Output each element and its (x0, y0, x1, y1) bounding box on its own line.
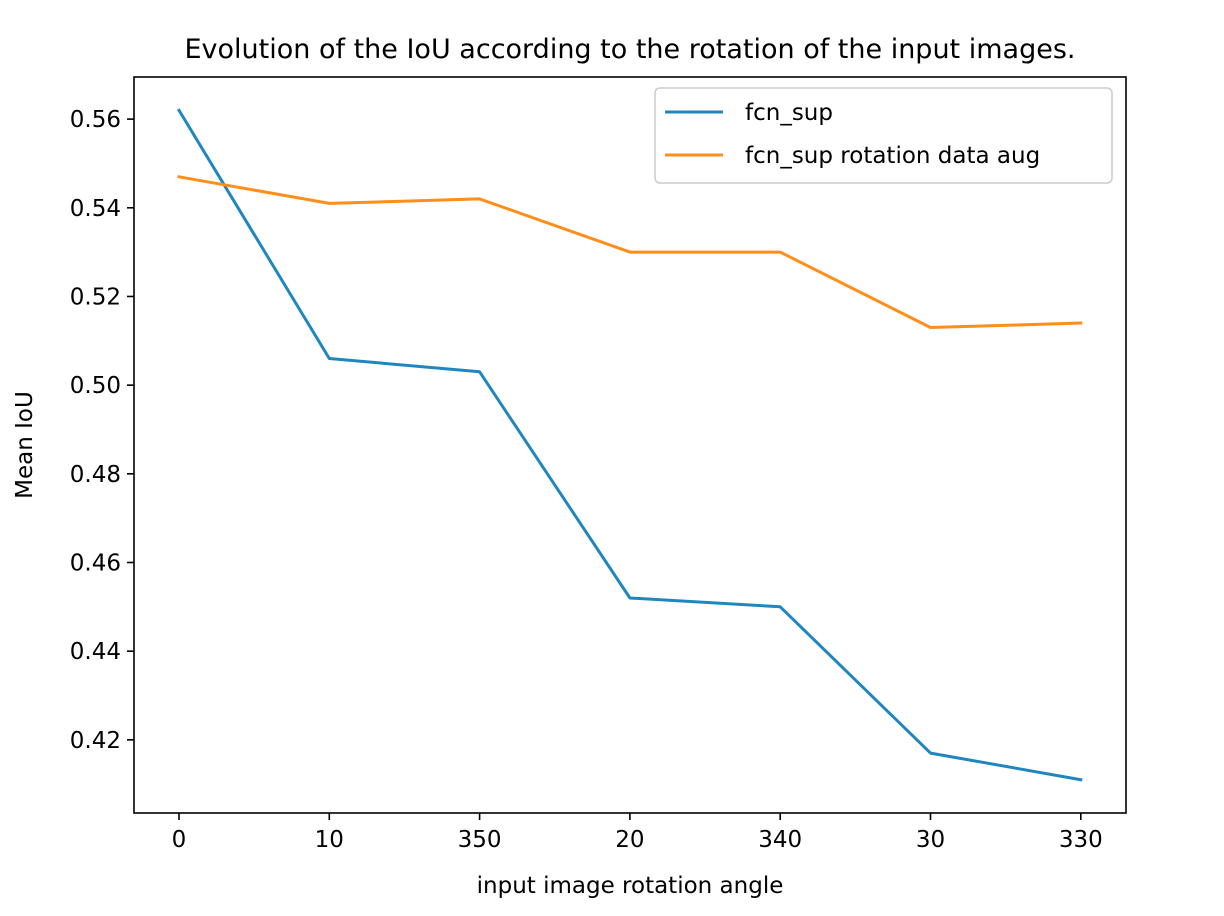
series-line-fcn-sup (176, 108, 1083, 782)
chart-title: Evolution of the IoU according to the ro… (185, 34, 1076, 65)
y-tick-label: 0.48 (70, 462, 121, 488)
x-tick-label: 0 (172, 827, 187, 853)
legend-box (654, 87, 1113, 184)
y-tick-label: 0.46 (70, 550, 121, 576)
plot-area-frame (133, 76, 1127, 814)
legend-label-fcn-sup: fcn_sup (745, 100, 833, 126)
series-layer (176, 108, 1083, 782)
x-tick-label: 20 (615, 827, 644, 853)
x-tick-label: 340 (758, 827, 802, 853)
legend: fcn_sup fcn_sup rotation data aug (654, 87, 1113, 184)
x-tick-label: 30 (916, 827, 945, 853)
x-tick-label: 10 (315, 827, 344, 853)
x-tick-label: 330 (1059, 827, 1103, 853)
x-tick-label: 350 (458, 827, 502, 853)
y-tick-label: 0.42 (70, 728, 121, 754)
x-axis-ticks: 0 10 350 20 340 30 330 (172, 813, 1103, 853)
y-tick-label: 0.54 (70, 196, 121, 222)
y-axis-ticks: 0.42 0.44 0.46 0.48 0.50 0.52 0.54 0.56 (70, 107, 134, 754)
series-line-fcn-sup-rotation-data-aug (177, 175, 1083, 329)
y-tick-label: 0.50 (70, 373, 121, 399)
y-tick-label: 0.44 (70, 639, 121, 665)
y-tick-label: 0.52 (70, 284, 121, 310)
legend-label-fcn-sup-rotation-data-aug: fcn_sup rotation data aug (745, 143, 1040, 169)
y-tick-label: 0.56 (70, 107, 121, 133)
y-axis-label: Mean IoU (12, 391, 38, 499)
x-axis-label: input image rotation angle (477, 873, 784, 899)
